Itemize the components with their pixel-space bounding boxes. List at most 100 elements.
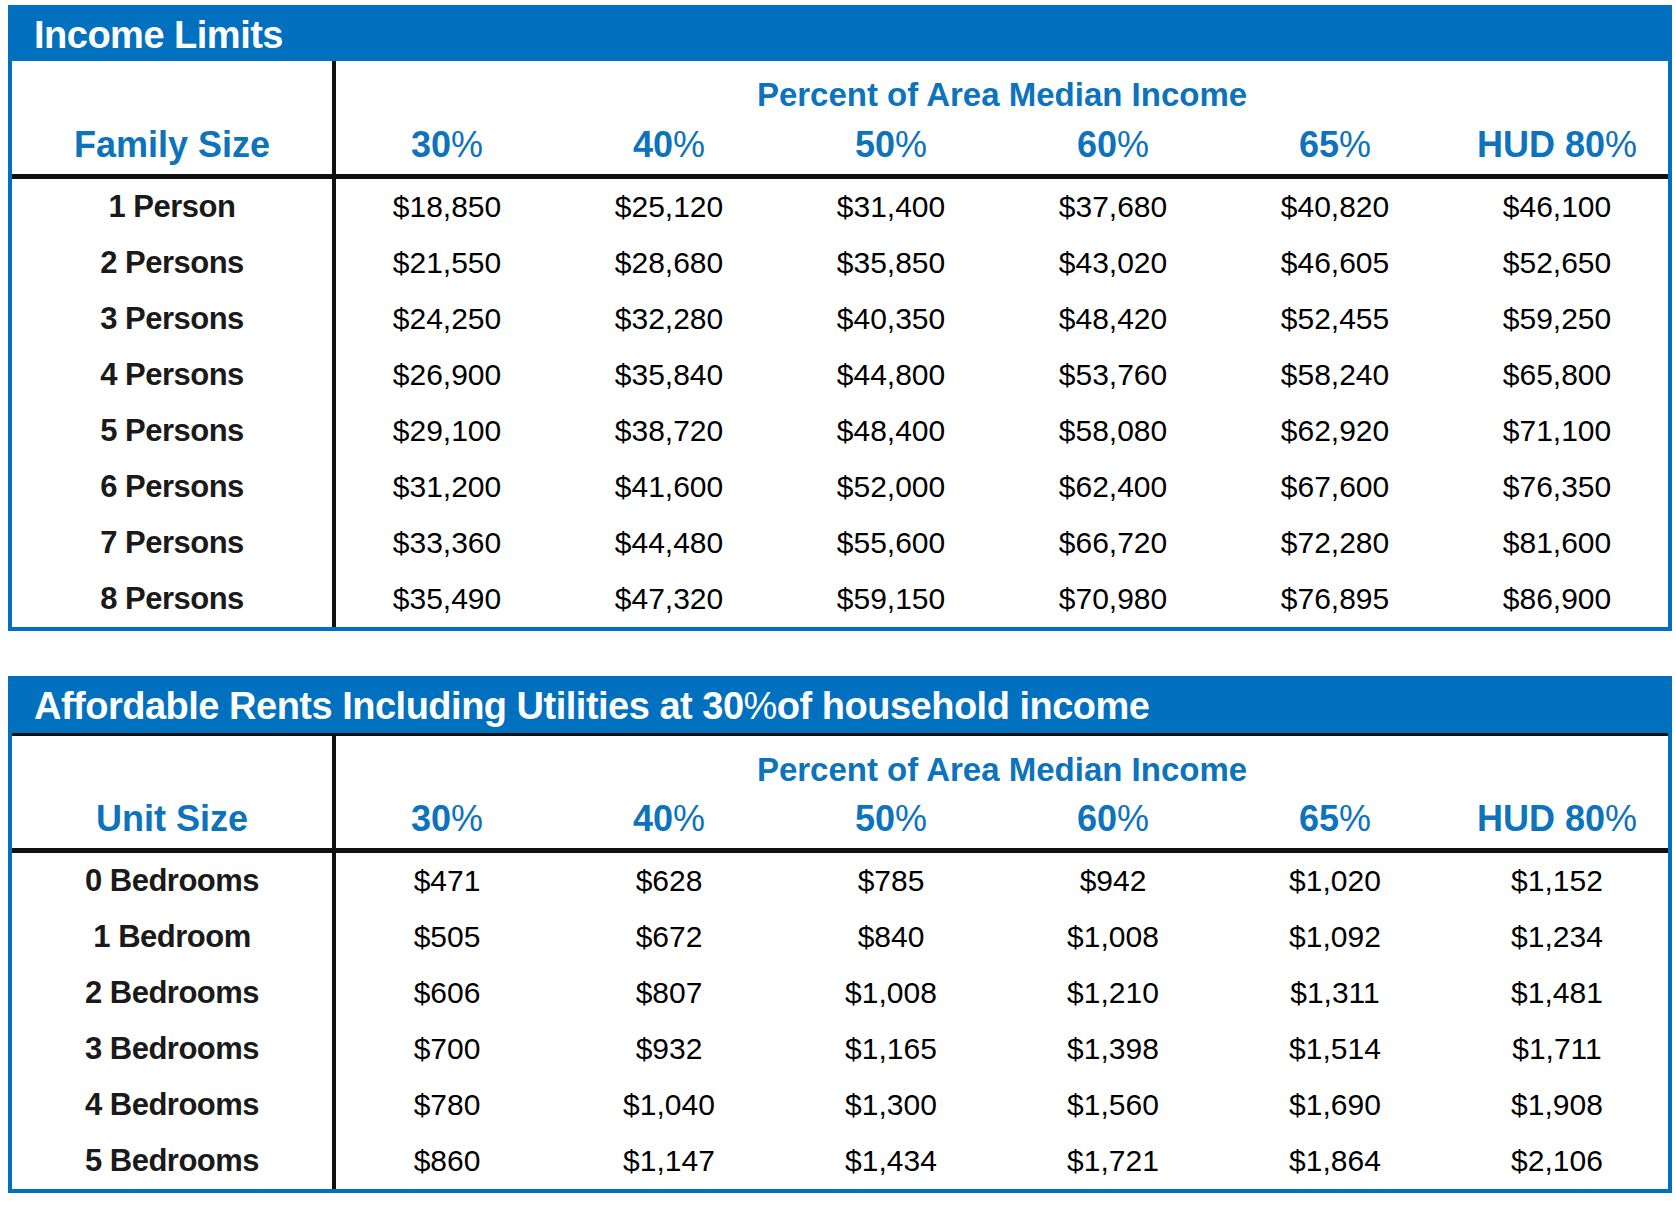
column-header: 40%	[558, 116, 780, 174]
value-cell: $52,455	[1224, 291, 1446, 347]
value-cell: $1,398	[1002, 1021, 1224, 1077]
value-cell: $48,400	[780, 403, 1002, 459]
row-label: 2 Bedrooms	[12, 965, 336, 1021]
value-cell: $76,895	[1224, 571, 1446, 627]
value-cell: $41,600	[558, 459, 780, 515]
value-cell: $18,850	[336, 179, 558, 235]
value-cell: $1,210	[1002, 965, 1224, 1021]
value-cell: $44,800	[780, 347, 1002, 403]
row-label: 0 Bedrooms	[12, 853, 336, 909]
table-row: 4 Persons$26,900$35,840$44,800$53,760$58…	[12, 347, 1668, 403]
value-cell: $62,920	[1224, 403, 1446, 459]
row-label: 5 Bedrooms	[12, 1133, 336, 1189]
value-cell: $72,280	[1224, 515, 1446, 571]
column-header: 40%	[558, 791, 780, 848]
value-cell: $47,320	[558, 571, 780, 627]
row-label: 3 Persons	[12, 291, 336, 347]
column-header: 50%	[780, 116, 1002, 174]
value-cell: $1,008	[1002, 909, 1224, 965]
table-row: 3 Persons$24,250$32,280$40,350$48,420$52…	[12, 291, 1668, 347]
value-cell: $40,350	[780, 291, 1002, 347]
table-row: 5 Bedrooms$860$1,147$1,434$1,721$1,864$2…	[12, 1133, 1668, 1189]
value-cell: $43,020	[1002, 235, 1224, 291]
table-row: 7 Persons$33,360$44,480$55,600$66,720$72…	[12, 515, 1668, 571]
value-cell: $1,165	[780, 1021, 1002, 1077]
value-cell: $932	[558, 1021, 780, 1077]
value-cell: $1,092	[1224, 909, 1446, 965]
group-header: Percent of Area Median Income	[336, 736, 1668, 791]
value-cell: $37,680	[1002, 179, 1224, 235]
row-header: Family Size	[12, 116, 336, 174]
column-header: 30%	[336, 791, 558, 848]
table-body: 1 Person$18,850$25,120$31,400$37,680$40,…	[12, 179, 1668, 627]
value-cell: $86,900	[1446, 571, 1668, 627]
value-cell: $807	[558, 965, 780, 1021]
value-cell: $1,711	[1446, 1021, 1668, 1077]
value-cell: $840	[780, 909, 1002, 965]
value-cell: $40,820	[1224, 179, 1446, 235]
value-cell: $58,080	[1002, 403, 1224, 459]
empty-corner-cell	[12, 736, 336, 791]
value-cell: $471	[336, 853, 558, 909]
value-cell: $24,250	[336, 291, 558, 347]
row-label: 3 Bedrooms	[12, 1021, 336, 1077]
value-cell: $32,280	[558, 291, 780, 347]
page: Income Limits Percent of Area Median Inc…	[0, 0, 1676, 1205]
value-cell: $1,514	[1224, 1021, 1446, 1077]
value-cell: $25,120	[558, 179, 780, 235]
value-cell: $35,490	[336, 571, 558, 627]
column-header: HUD 80%	[1446, 791, 1668, 848]
value-cell: $33,360	[336, 515, 558, 571]
value-cell: $1,721	[1002, 1133, 1224, 1189]
row-label: 8 Persons	[12, 571, 336, 627]
column-header: HUD 80%	[1446, 116, 1668, 174]
value-cell: $1,008	[780, 965, 1002, 1021]
column-header: 50%	[780, 791, 1002, 848]
row-label: 4 Bedrooms	[12, 1077, 336, 1133]
value-cell: $606	[336, 965, 558, 1021]
table-row: 2 Bedrooms$606$807$1,008$1,210$1,311$1,4…	[12, 965, 1668, 1021]
column-header: 60%	[1002, 116, 1224, 174]
value-cell: $59,150	[780, 571, 1002, 627]
value-cell: $1,147	[558, 1133, 780, 1189]
value-cell: $52,650	[1446, 235, 1668, 291]
value-cell: $1,300	[780, 1077, 1002, 1133]
value-cell: $58,240	[1224, 347, 1446, 403]
value-cell: $70,980	[1002, 571, 1224, 627]
value-cell: $1,864	[1224, 1133, 1446, 1189]
value-cell: $31,200	[336, 459, 558, 515]
value-cell: $1,311	[1224, 965, 1446, 1021]
value-cell: $1,690	[1224, 1077, 1446, 1133]
value-cell: $29,100	[336, 403, 558, 459]
value-cell: $1,481	[1446, 965, 1668, 1021]
value-cell: $38,720	[558, 403, 780, 459]
value-cell: $26,900	[336, 347, 558, 403]
value-cell: $55,600	[780, 515, 1002, 571]
value-cell: $44,480	[558, 515, 780, 571]
value-cell: $1,560	[1002, 1077, 1224, 1133]
value-cell: $59,250	[1446, 291, 1668, 347]
table-row: 3 Bedrooms$700$932$1,165$1,398$1,514$1,7…	[12, 1021, 1668, 1077]
value-cell: $1,020	[1224, 853, 1446, 909]
table-title: Income Limits	[12, 9, 1668, 61]
row-header: Unit Size	[12, 791, 336, 848]
value-cell: $505	[336, 909, 558, 965]
value-cell: $76,350	[1446, 459, 1668, 515]
group-header-row: Percent of Area Median Income	[12, 61, 1668, 116]
value-cell: $1,040	[558, 1077, 780, 1133]
empty-corner-cell	[12, 61, 336, 116]
row-label: 4 Persons	[12, 347, 336, 403]
value-cell: $628	[558, 853, 780, 909]
row-label: 5 Persons	[12, 403, 336, 459]
income-limits-table: Income Limits Percent of Area Median Inc…	[8, 5, 1672, 631]
value-cell: $1,234	[1446, 909, 1668, 965]
value-cell: $48,420	[1002, 291, 1224, 347]
value-cell: $672	[558, 909, 780, 965]
table-row: 1 Person$18,850$25,120$31,400$37,680$40,…	[12, 179, 1668, 235]
column-header-row: Unit Size 30%40%50%60%65%HUD 80%	[12, 791, 1668, 848]
value-cell: $62,400	[1002, 459, 1224, 515]
value-cell: $785	[780, 853, 1002, 909]
value-cell: $53,760	[1002, 347, 1224, 403]
value-cell: $31,400	[780, 179, 1002, 235]
value-cell: $860	[336, 1133, 558, 1189]
